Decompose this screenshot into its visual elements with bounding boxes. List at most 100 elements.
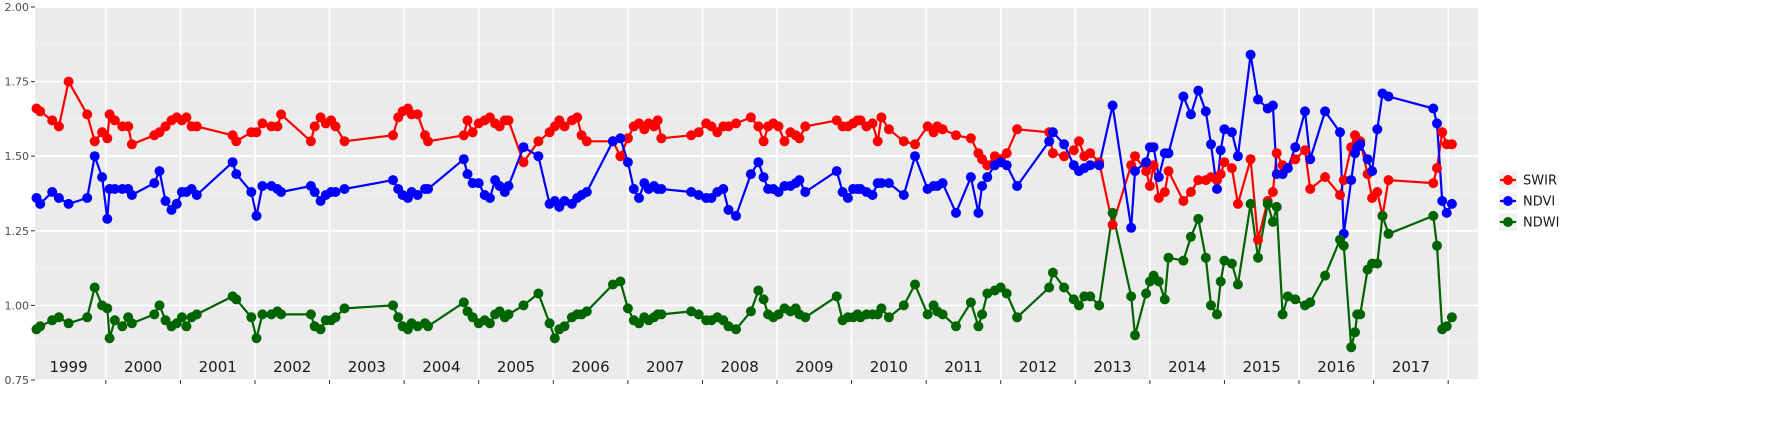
data-point-ndvi	[977, 181, 988, 191]
data-point-swir	[1047, 148, 1058, 159]
data-point-ndwi	[1107, 207, 1118, 218]
data-point-ndvi	[800, 187, 811, 197]
data-point-ndwi	[622, 303, 633, 314]
data-point-ndwi	[388, 300, 398, 311]
data-point-swir	[1372, 187, 1383, 197]
data-point-ndvi	[503, 181, 514, 191]
data-point-ndwi	[1377, 210, 1388, 221]
data-point-swir	[800, 121, 811, 132]
year-label: 2007	[646, 358, 684, 376]
data-point-ndwi	[686, 306, 697, 317]
data-point-ndvi	[227, 157, 238, 168]
data-point-ndwi	[109, 315, 120, 326]
year-label: 2009	[795, 358, 833, 376]
data-point-ndwi	[104, 333, 115, 344]
data-point-ndwi	[1432, 240, 1442, 251]
data-point-ndwi	[503, 309, 514, 320]
data-point-ndvi	[898, 190, 909, 200]
data-point-ndvi	[1141, 157, 1152, 168]
data-point-swir	[1085, 148, 1096, 159]
data-point-ndwi	[1085, 291, 1096, 302]
data-point-swir	[35, 106, 46, 117]
data-point-swir	[251, 127, 262, 138]
data-point-swir	[330, 121, 341, 132]
data-point-ndwi	[1059, 282, 1070, 293]
data-point-ndvi	[1059, 139, 1070, 150]
data-point-ndvi	[1437, 196, 1448, 206]
data-point-ndwi	[1277, 309, 1288, 320]
data-point-ndwi	[1153, 276, 1164, 287]
legend-label-ndvi: NDVI	[1523, 195, 1555, 210]
data-point-swir	[1068, 145, 1079, 156]
y-tick-label: 1.00	[5, 299, 30, 312]
data-point-ndvi	[1148, 142, 1159, 153]
data-point-ndwi	[1178, 255, 1189, 266]
data-point-ndwi	[1215, 276, 1226, 287]
data-point-ndvi	[339, 184, 350, 194]
data-point-ndwi	[484, 318, 495, 329]
y-tick-label: 1.75	[5, 76, 30, 89]
data-point-swir	[89, 136, 100, 147]
data-point-swir	[753, 121, 764, 132]
data-point-ndwi	[898, 300, 909, 311]
data-point-ndvi	[1290, 142, 1301, 153]
data-point-ndwi	[53, 312, 64, 323]
data-point-ndwi	[559, 321, 570, 332]
year-label: 2014	[1168, 358, 1206, 376]
data-point-ndvi	[1085, 160, 1096, 171]
data-point-ndvi	[1367, 166, 1378, 177]
data-point-swir	[1012, 124, 1023, 135]
data-point-swir	[503, 115, 514, 126]
data-point-swir	[1215, 169, 1226, 180]
data-point-ndwi	[1185, 231, 1196, 242]
y-tick-label: 1.25	[5, 225, 30, 238]
data-point-ndwi	[154, 300, 165, 311]
data-point-ndwi	[1441, 321, 1452, 332]
year-label: 2011	[944, 358, 982, 376]
data-point-swir	[1074, 136, 1084, 147]
data-point-ndwi	[423, 321, 433, 332]
data-point-ndwi	[1126, 291, 1137, 302]
data-point-swir	[773, 121, 784, 132]
data-point-ndwi	[973, 321, 984, 332]
year-label: 2016	[1317, 358, 1355, 376]
data-point-swir	[615, 151, 626, 162]
data-point-ndwi	[1446, 312, 1457, 323]
data-point-swir	[1219, 157, 1230, 168]
data-point-ndwi	[1200, 252, 1211, 263]
data-point-swir	[779, 136, 790, 147]
data-point-swir	[1428, 178, 1439, 189]
data-point-ndvi	[191, 190, 202, 200]
data-point-ndwi	[1193, 213, 1204, 224]
data-point-ndwi	[1338, 240, 1349, 251]
data-point-ndvi	[1178, 91, 1189, 102]
y-axis: 0.75 1.00 1.25 1.50 1.75 2.00	[5, 1, 35, 387]
year-label: 2005	[497, 358, 535, 376]
data-point-ndwi	[1001, 288, 1012, 299]
data-point-ndwi	[1372, 258, 1383, 269]
data-point-ndvi	[745, 169, 756, 180]
data-point-ndvi	[82, 193, 93, 203]
data-point-swir	[1148, 160, 1159, 171]
data-point-swir	[272, 121, 283, 132]
data-point-swir	[581, 136, 592, 147]
data-point-swir	[745, 112, 756, 123]
data-point-ndvi	[1193, 85, 1204, 96]
data-point-swir	[1267, 187, 1278, 197]
data-point-ndwi	[1044, 282, 1055, 293]
data-point-ndvi	[982, 172, 993, 183]
data-point-ndwi	[1163, 252, 1174, 263]
data-point-ndwi	[1253, 252, 1263, 263]
data-point-ndvi	[1441, 207, 1452, 218]
data-point-ndwi	[1206, 300, 1216, 311]
data-point-swir	[876, 112, 887, 123]
data-point-ndwi	[731, 324, 741, 335]
series-layer	[31, 49, 1457, 353]
data-point-swir	[102, 133, 113, 144]
data-point-ndwi	[1282, 291, 1293, 302]
data-point-ndvi	[154, 166, 165, 177]
year-label: 2015	[1243, 358, 1281, 376]
data-point-swir	[276, 109, 287, 120]
data-point-ndvi	[1320, 106, 1331, 117]
